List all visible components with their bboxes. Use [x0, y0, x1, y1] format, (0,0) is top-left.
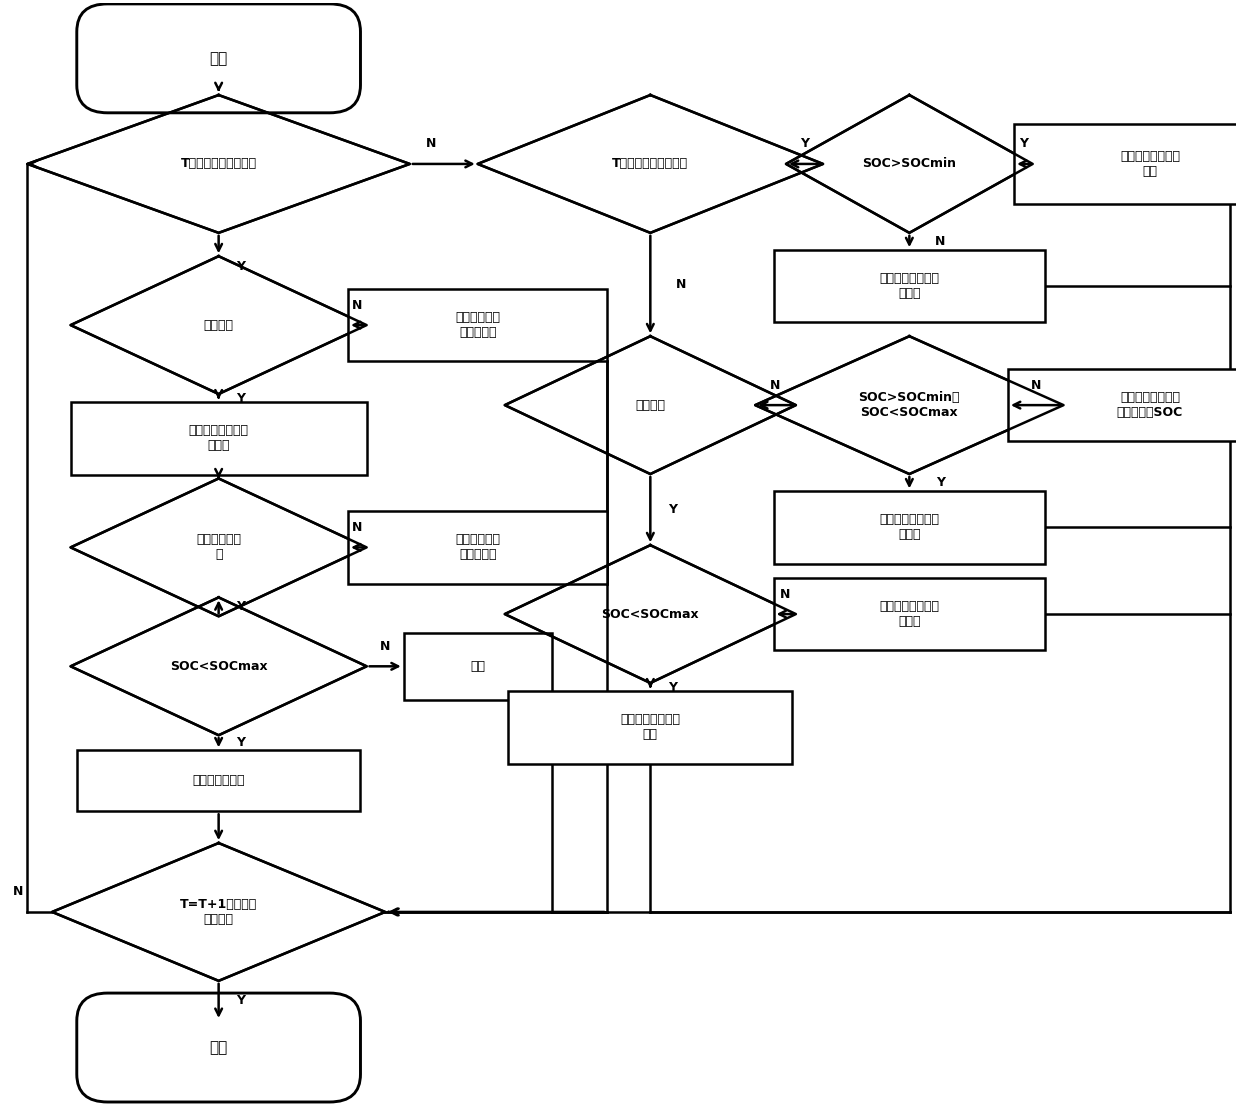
Polygon shape: [786, 95, 1032, 232]
Text: N: N: [426, 137, 436, 151]
FancyBboxPatch shape: [77, 3, 361, 113]
Polygon shape: [52, 843, 385, 981]
Text: 开始: 开始: [209, 51, 228, 66]
Text: 是否弃风: 是否弃风: [203, 318, 234, 332]
Polygon shape: [71, 256, 367, 394]
FancyBboxPatch shape: [77, 993, 361, 1102]
Polygon shape: [71, 478, 367, 617]
FancyBboxPatch shape: [348, 512, 607, 583]
Text: 电锅炉消纳常
规电量供热: 电锅炉消纳常 规电量供热: [455, 534, 501, 562]
Polygon shape: [71, 598, 367, 735]
Text: T时刻是否为低谷时段: T时刻是否为低谷时段: [181, 157, 256, 171]
FancyBboxPatch shape: [348, 289, 607, 361]
Polygon shape: [756, 336, 1063, 474]
FancyBboxPatch shape: [773, 250, 1044, 323]
Polygon shape: [478, 95, 823, 232]
FancyBboxPatch shape: [1015, 124, 1239, 204]
Text: Y: Y: [237, 994, 245, 1008]
FancyBboxPatch shape: [773, 577, 1044, 650]
FancyBboxPatch shape: [71, 402, 367, 475]
Text: 储热放热，电储能
不动作: 储热放热，电储能 不动作: [880, 514, 939, 542]
Text: Y: Y: [237, 736, 245, 750]
Text: N: N: [12, 886, 22, 898]
Text: Y: Y: [237, 600, 245, 613]
Text: N: N: [779, 588, 790, 601]
Text: N: N: [935, 235, 945, 248]
Text: Y: Y: [800, 137, 809, 151]
Text: 储热放热，电储能
不动作: 储热放热，电储能 不动作: [880, 273, 939, 300]
Text: N: N: [352, 521, 363, 534]
Text: 电储能充电消纳: 电储能充电消纳: [192, 774, 245, 787]
Text: N: N: [352, 298, 363, 312]
Text: 储热放热，电储能
不动作: 储热放热，电储能 不动作: [880, 600, 939, 628]
Text: N: N: [676, 278, 686, 292]
FancyBboxPatch shape: [773, 491, 1044, 563]
Polygon shape: [27, 95, 410, 232]
Polygon shape: [504, 336, 795, 474]
FancyBboxPatch shape: [1009, 369, 1239, 441]
Text: N: N: [771, 379, 781, 392]
Text: SOC>SOCmin: SOC>SOCmin: [862, 157, 957, 171]
Text: 储热放热，电储能
充电: 储热放热，电储能 充电: [621, 714, 680, 742]
Text: 储热放热，电储能
放电: 储热放热，电储能 放电: [1120, 150, 1180, 178]
Text: SOC<SOCmax: SOC<SOCmax: [170, 660, 268, 672]
Text: 电锅炉消纳常
规电量供热: 电锅炉消纳常 规电量供热: [455, 312, 501, 340]
Text: Y: Y: [237, 259, 245, 273]
Text: SOC>SOCmin或
SOC<SOCmax: SOC>SOCmin或 SOC<SOCmax: [859, 391, 960, 419]
Text: Y: Y: [668, 680, 676, 694]
Text: N: N: [1031, 379, 1041, 392]
Text: 弃风: 弃风: [470, 660, 486, 672]
FancyBboxPatch shape: [508, 691, 792, 764]
FancyBboxPatch shape: [77, 751, 361, 811]
Text: T时刻是否为高峰时段: T时刻是否为高峰时段: [612, 157, 689, 171]
Polygon shape: [504, 545, 795, 682]
Text: 储热放热，电储能
充放电调整SOC: 储热放热，电储能 充放电调整SOC: [1116, 391, 1183, 419]
Text: Y: Y: [668, 503, 676, 516]
Text: 电锅炉消纳弃风电
量供热: 电锅炉消纳弃风电 量供热: [188, 424, 249, 452]
Text: 是否弃风: 是否弃风: [636, 399, 665, 412]
Text: 是否还存在弃
风: 是否还存在弃 风: [196, 534, 242, 562]
Text: Y: Y: [237, 392, 245, 404]
Text: 结束: 结束: [209, 1040, 228, 1056]
Text: Y: Y: [935, 476, 944, 489]
Text: Y: Y: [1018, 137, 1028, 151]
Text: N: N: [380, 640, 390, 652]
FancyBboxPatch shape: [404, 633, 551, 699]
Text: SOC<SOCmax: SOC<SOCmax: [601, 608, 699, 621]
Text: T=T+1是否大于
调度周期: T=T+1是否大于 调度周期: [180, 898, 258, 926]
